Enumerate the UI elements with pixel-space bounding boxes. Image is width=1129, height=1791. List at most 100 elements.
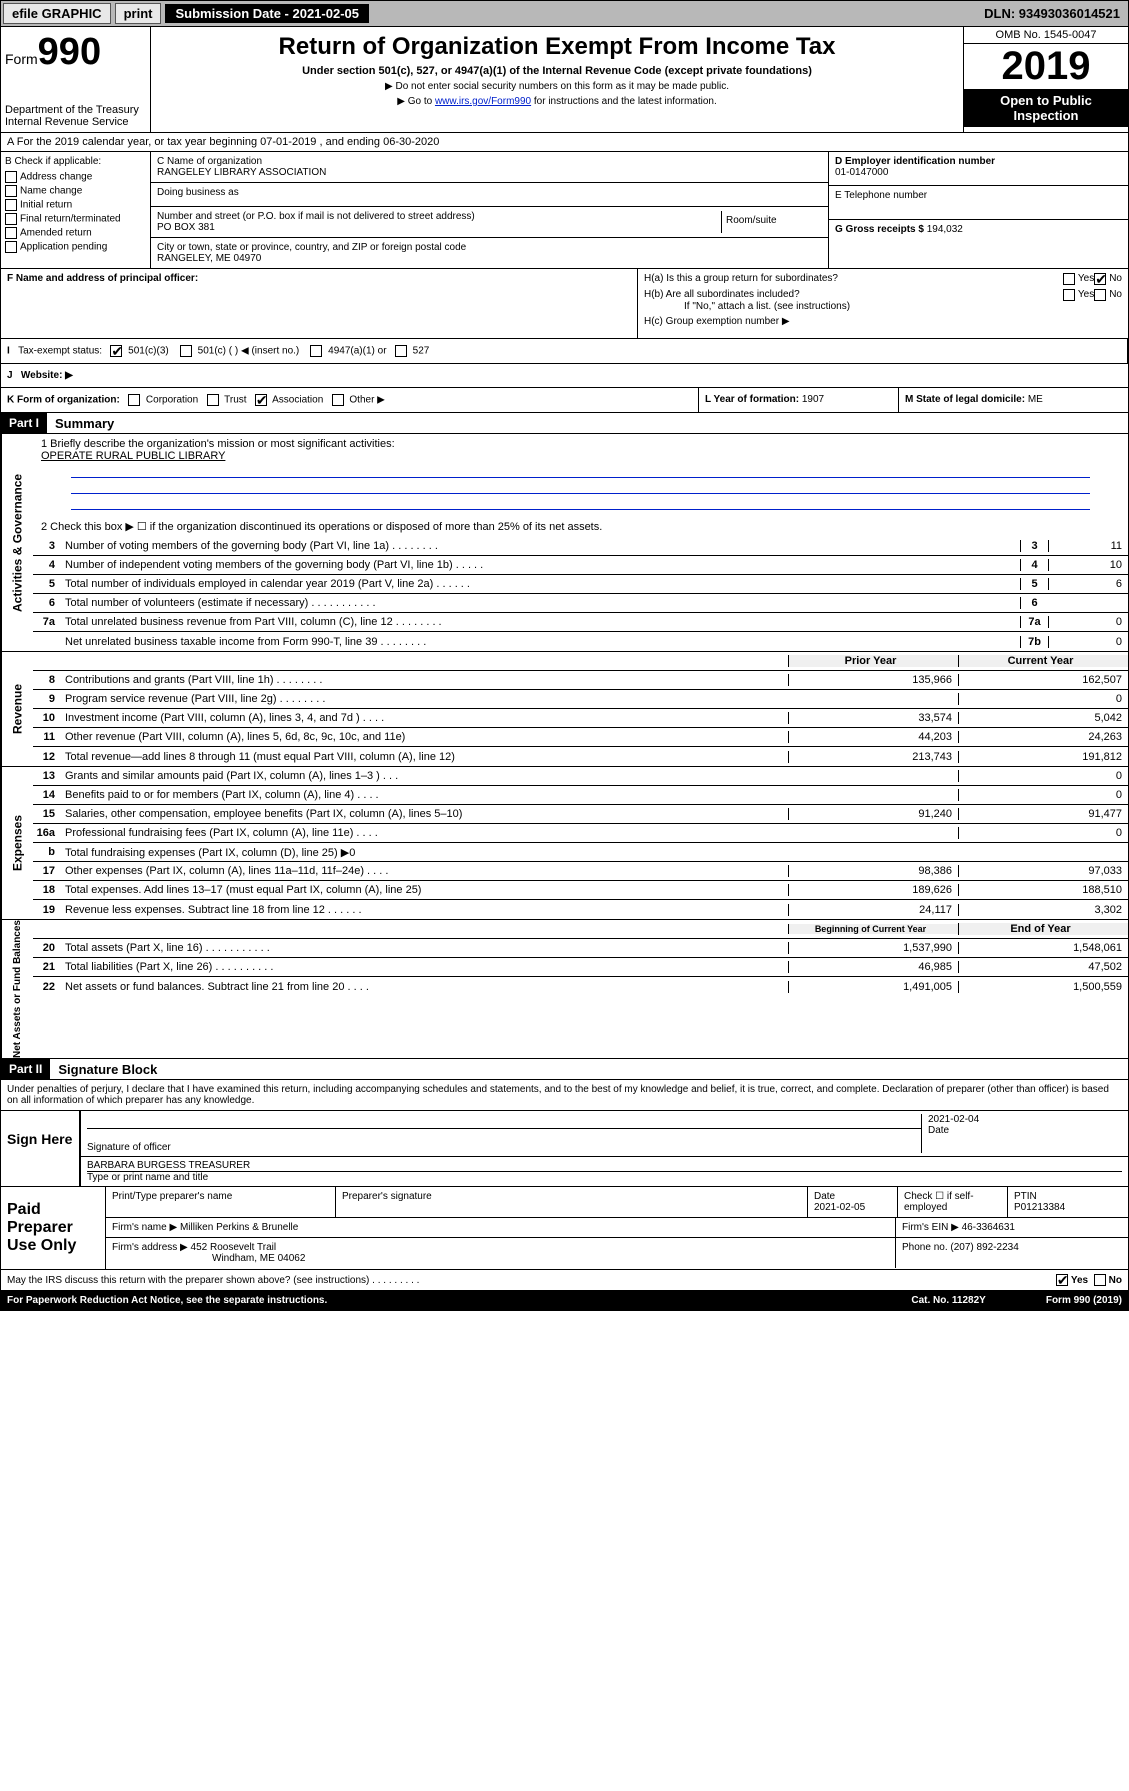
- phone-cell: E Telephone number: [829, 186, 1128, 220]
- row-ij: I Tax-exempt status: 501(c)(3) 501(c) ( …: [0, 339, 1129, 364]
- data-row: 13Grants and similar amounts paid (Part …: [33, 767, 1128, 786]
- discuss-row: May the IRS discuss this return with the…: [0, 1270, 1129, 1291]
- tax-exempt-status: I Tax-exempt status: 501(c)(3) 501(c) ( …: [1, 339, 1128, 363]
- top-toolbar: efile GRAPHIC print Submission Date - 20…: [0, 0, 1129, 27]
- ssn-note: ▶ Do not enter social security numbers o…: [157, 81, 957, 92]
- cb-name[interactable]: Name change: [5, 185, 146, 197]
- firm-ein: 46-3364631: [962, 1222, 1015, 1233]
- perjury-text: Under penalties of perjury, I declare th…: [0, 1080, 1129, 1111]
- firm-addr2: Windham, ME 04062: [112, 1253, 305, 1264]
- submission-date: Submission Date - 2021-02-05: [165, 4, 369, 23]
- data-row: 21Total liabilities (Part X, line 26) . …: [33, 958, 1128, 977]
- ptin: P01213384: [1014, 1202, 1122, 1213]
- dln: DLN: 93493036014521: [984, 6, 1126, 21]
- checkbox-column: B Check if applicable: Address change Na…: [1, 152, 151, 268]
- vert-revenue: Revenue: [1, 652, 33, 766]
- data-row: 17Other expenses (Part IX, column (A), l…: [33, 862, 1128, 881]
- city-cell: City or town, state or province, country…: [151, 238, 828, 268]
- firm-phone: (207) 892-2234: [950, 1242, 1018, 1253]
- mission-text: OPERATE RURAL PUBLIC LIBRARY: [41, 450, 1120, 462]
- q2-discontinued: 2 Check this box ▶ ☐ if the organization…: [33, 516, 1128, 537]
- org-city: RANGELEY, ME 04970: [157, 253, 822, 264]
- irs-label: Internal Revenue Service: [5, 116, 146, 128]
- row-j: J Website: ▶: [0, 364, 1129, 388]
- info-grid: B Check if applicable: Address change Na…: [0, 152, 1129, 269]
- cb-501c3[interactable]: [110, 345, 122, 357]
- gov-row: 7aTotal unrelated business revenue from …: [33, 613, 1128, 632]
- data-row: 9Program service revenue (Part VIII, lin…: [33, 690, 1128, 709]
- paid-preparer-block: Paid Preparer Use Only Print/Type prepar…: [0, 1187, 1129, 1270]
- irs-link[interactable]: www.irs.gov/Form990: [435, 96, 531, 107]
- data-row: 11Other revenue (Part VIII, column (A), …: [33, 728, 1128, 747]
- officer-name: BARBARA BURGESS TREASURER: [87, 1160, 1122, 1172]
- sign-here-block: Sign Here Signature of officer 2021-02-0…: [0, 1111, 1129, 1187]
- principal-officer: F Name and address of principal officer:: [1, 269, 638, 338]
- ein-cell: D Employer identification number 01-0147…: [829, 152, 1128, 186]
- cb-amended[interactable]: Amended return: [5, 227, 146, 239]
- gov-row: Net unrelated business taxable income fr…: [33, 632, 1128, 651]
- ein-value: 01-0147000: [835, 167, 1122, 178]
- state-domicile: M State of legal domicile: ME: [898, 388, 1128, 412]
- data-row: 16aProfessional fundraising fees (Part I…: [33, 824, 1128, 843]
- part2-header: Part II Signature Block: [0, 1059, 1129, 1080]
- address-cell: Number and street (or P.O. box if mail i…: [151, 207, 828, 238]
- dept-treasury: Department of the Treasury: [5, 104, 146, 116]
- receipts-cell: G Gross receipts $ 194,032: [829, 220, 1128, 254]
- form-number: Form990: [5, 31, 146, 74]
- gov-row: 4Number of independent voting members of…: [33, 556, 1128, 575]
- cb-final[interactable]: Final return/terminated: [5, 213, 146, 225]
- cb-initial[interactable]: Initial return: [5, 199, 146, 211]
- year-formation: L Year of formation: 1907: [698, 388, 898, 412]
- section-netassets: Net Assets or Fund Balances Beginning of…: [0, 920, 1129, 1059]
- vert-expenses: Expenses: [1, 767, 33, 919]
- goto-note: ▶ Go to www.irs.gov/Form990 for instruct…: [157, 96, 957, 107]
- form-organization: K Form of organization: Corporation Trus…: [1, 388, 698, 412]
- tax-year: 2019: [964, 44, 1128, 89]
- data-row: 22Net assets or fund balances. Subtract …: [33, 977, 1128, 996]
- firm-name: Milliken Perkins & Brunelle: [180, 1222, 298, 1233]
- website: J Website: ▶: [1, 364, 1128, 387]
- data-row: 14Benefits paid to or for members (Part …: [33, 786, 1128, 805]
- footer-bar: For Paperwork Reduction Act Notice, see …: [0, 1291, 1129, 1311]
- gross-receipts: 194,032: [927, 224, 963, 235]
- rev-header: Prior Year Current Year: [33, 652, 1128, 671]
- data-row: 12Total revenue—add lines 8 through 11 (…: [33, 747, 1128, 766]
- org-address: PO BOX 381: [157, 222, 721, 233]
- dba-cell: Doing business as: [151, 183, 828, 207]
- section-revenue: Revenue Prior Year Current Year 8Contrib…: [0, 652, 1129, 767]
- data-row: 15Salaries, other compensation, employee…: [33, 805, 1128, 824]
- sign-here-label: Sign Here: [1, 1111, 81, 1186]
- cb-association[interactable]: [255, 394, 267, 406]
- org-name: RANGELEY LIBRARY ASSOCIATION: [157, 167, 822, 178]
- row-a-tax-year: A For the 2019 calendar year, or tax yea…: [0, 133, 1129, 152]
- open-public: Open to Public Inspection: [964, 89, 1128, 127]
- form-subtitle: Under section 501(c), 527, or 4947(a)(1)…: [157, 65, 957, 77]
- row-klm: K Form of organization: Corporation Trus…: [0, 388, 1129, 413]
- vert-governance: Activities & Governance: [1, 434, 33, 651]
- form-title: Return of Organization Exempt From Incom…: [157, 33, 957, 61]
- cb-discuss-yes[interactable]: [1056, 1274, 1068, 1286]
- vert-netassets: Net Assets or Fund Balances: [1, 920, 33, 1058]
- form-header: Form990 Department of the Treasury Inter…: [0, 27, 1129, 133]
- part1-header: Part I Summary: [0, 413, 1129, 434]
- efile-button[interactable]: efile GRAPHIC: [3, 3, 111, 24]
- firm-addr1: 452 Roosevelt Trail: [191, 1242, 277, 1253]
- cb-discuss-no[interactable]: [1094, 1274, 1106, 1286]
- section-governance: Activities & Governance 1 Briefly descri…: [0, 434, 1129, 652]
- data-row: 18Total expenses. Add lines 13–17 (must …: [33, 881, 1128, 900]
- org-name-cell: C Name of organization RANGELEY LIBRARY …: [151, 152, 828, 183]
- print-button[interactable]: print: [115, 3, 162, 24]
- data-row: bTotal fundraising expenses (Part IX, co…: [33, 843, 1128, 862]
- cb-address[interactable]: Address change: [5, 171, 146, 183]
- data-row: 8Contributions and grants (Part VIII, li…: [33, 671, 1128, 690]
- data-row: 20Total assets (Part X, line 16) . . . .…: [33, 939, 1128, 958]
- paid-preparer-label: Paid Preparer Use Only: [1, 1187, 106, 1269]
- cb-pending[interactable]: Application pending: [5, 241, 146, 253]
- row-fgh: F Name and address of principal officer:…: [0, 269, 1129, 339]
- mission-block: 1 Briefly describe the organization's mi…: [33, 434, 1128, 516]
- section-expenses: Expenses 13Grants and similar amounts pa…: [0, 767, 1129, 920]
- gov-row: 5Total number of individuals employed in…: [33, 575, 1128, 594]
- gov-row: 6Total number of volunteers (estimate if…: [33, 594, 1128, 613]
- omb-number: OMB No. 1545-0047: [964, 27, 1128, 44]
- data-row: 10Investment income (Part VIII, column (…: [33, 709, 1128, 728]
